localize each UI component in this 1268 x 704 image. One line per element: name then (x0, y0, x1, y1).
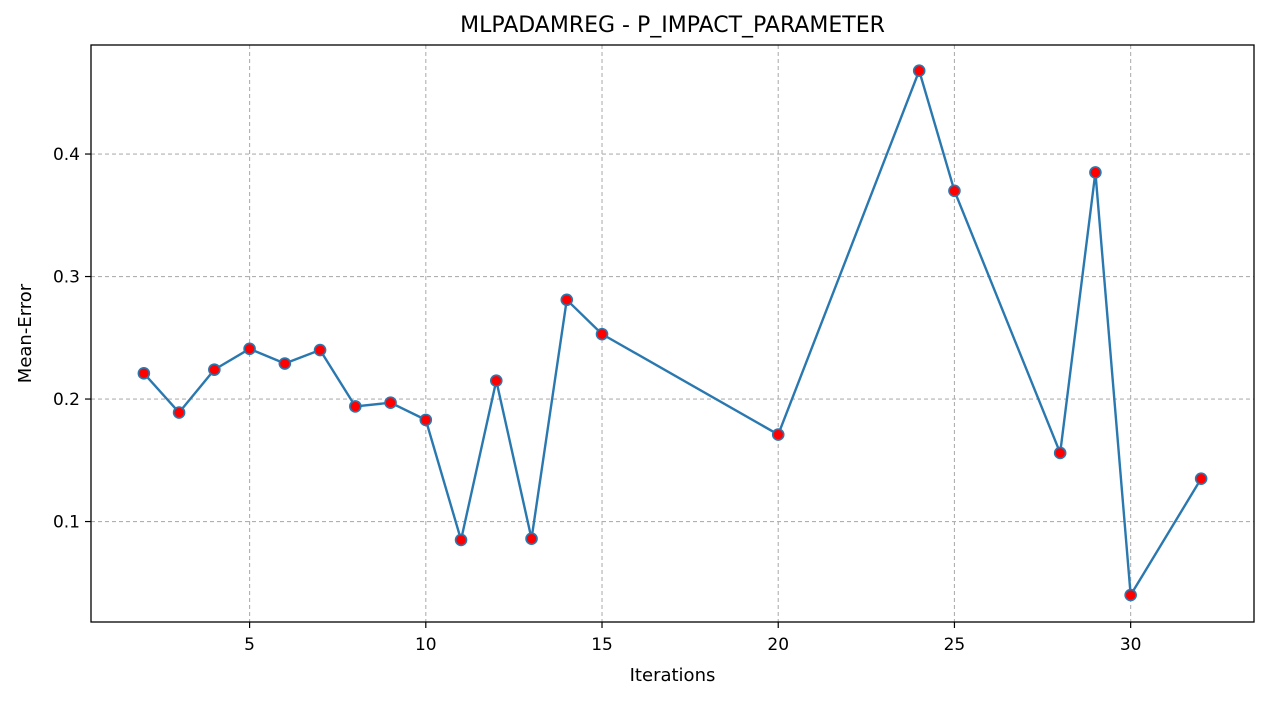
data-point (1124, 588, 1137, 602)
series-layer (137, 64, 1208, 602)
y-tick-label: 0.4 (53, 145, 80, 165)
data-point (278, 357, 292, 370)
data-point (384, 396, 397, 410)
plot-frame (90, 44, 1255, 623)
data-point (349, 400, 362, 413)
data-point (172, 406, 186, 419)
x-tick-label: 15 (591, 635, 613, 655)
x-tick-label: 5 (244, 635, 255, 655)
data-point (137, 367, 151, 380)
y-tick-label: 0.2 (53, 390, 80, 410)
data-point (771, 428, 785, 441)
chart-title: MLPADAMREG - P_IMPACT_PARAMETER (460, 13, 885, 38)
data-point (912, 64, 926, 78)
x-tick-label: 10 (415, 635, 437, 655)
y-tick-label: 0.1 (53, 513, 80, 533)
tick-layer: 5 10 15 20 25 30 0.1 0.2 0.3 0.4 (53, 145, 1142, 655)
data-point (489, 374, 503, 387)
data-point (948, 184, 961, 198)
data-point (560, 293, 574, 307)
y-axis-label: Mean-Error (15, 283, 36, 383)
y-tick-label: 0.3 (53, 268, 80, 288)
data-point (595, 327, 609, 341)
data-point (1053, 446, 1067, 460)
x-tick-label: 25 (944, 635, 966, 655)
data-point (313, 343, 327, 357)
data-point (454, 533, 468, 547)
data-point (1194, 472, 1208, 485)
data-point (1089, 166, 1102, 179)
x-tick-label: 30 (1120, 635, 1142, 655)
data-point (208, 363, 221, 376)
data-point (419, 413, 433, 427)
x-tick-label: 20 (767, 635, 789, 655)
data-point (243, 342, 256, 356)
x-axis-label: Iterations (630, 665, 716, 686)
data-point (525, 532, 538, 545)
